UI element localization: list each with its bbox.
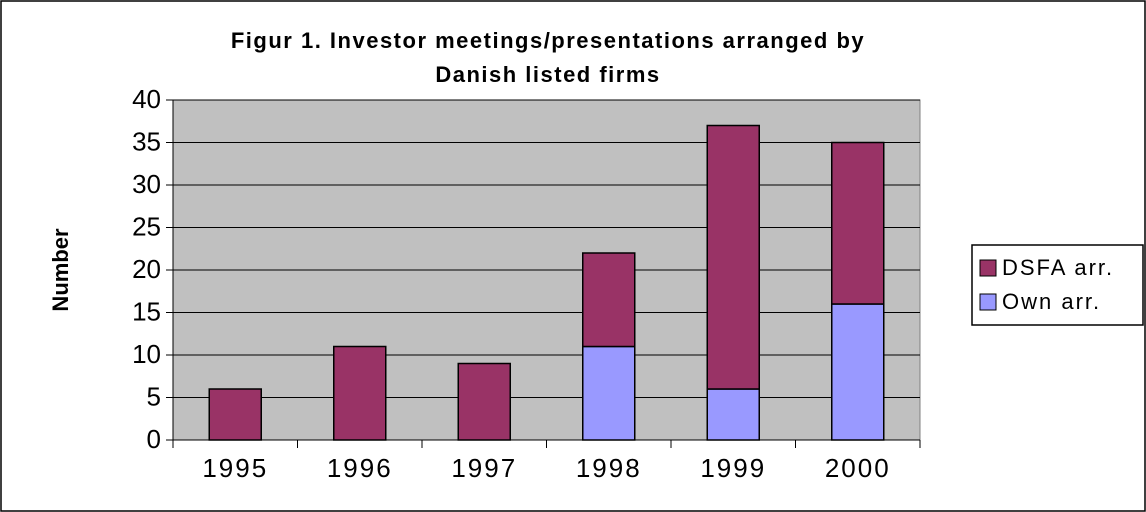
y-tick-label: 30 — [132, 169, 161, 199]
x-tick-label: 2000 — [825, 453, 891, 483]
legend-label: DSFA arr. — [1002, 255, 1114, 280]
bar-segment — [457, 362, 511, 441]
y-tick-label: 10 — [132, 339, 161, 369]
bar-segment — [831, 141, 885, 305]
x-tick-label: 1995 — [202, 453, 268, 483]
y-axis-label: Number — [48, 228, 73, 312]
bar-segment — [831, 303, 885, 441]
y-tick-label: 25 — [132, 211, 161, 241]
y-tick-label: 35 — [132, 126, 161, 156]
bar-segment — [706, 124, 760, 390]
legend-swatch — [979, 259, 997, 277]
legend-label: Own arr. — [1002, 289, 1101, 314]
y-tick-label: 15 — [132, 296, 161, 326]
legend-swatch — [979, 293, 997, 311]
chart-title: Figur 1. Investor meetings/presentations… — [231, 28, 865, 53]
y-tick-label: 5 — [147, 381, 161, 411]
chart-title: Danish listed firms — [435, 62, 660, 87]
bar-segment — [208, 388, 262, 441]
bar-segment — [333, 345, 387, 441]
y-tick-label: 20 — [132, 254, 161, 284]
x-tick-label: 1998 — [576, 453, 642, 483]
x-tick-label: 1997 — [451, 453, 517, 483]
bar-segment — [582, 252, 636, 348]
y-tick-label: 0 — [147, 424, 161, 454]
bar-segment — [582, 345, 636, 441]
legend-box — [971, 244, 1144, 326]
x-tick-label: 1999 — [700, 453, 766, 483]
bar-segment — [706, 388, 760, 441]
x-tick-label: 1996 — [327, 453, 393, 483]
y-tick-label: 40 — [132, 84, 161, 114]
